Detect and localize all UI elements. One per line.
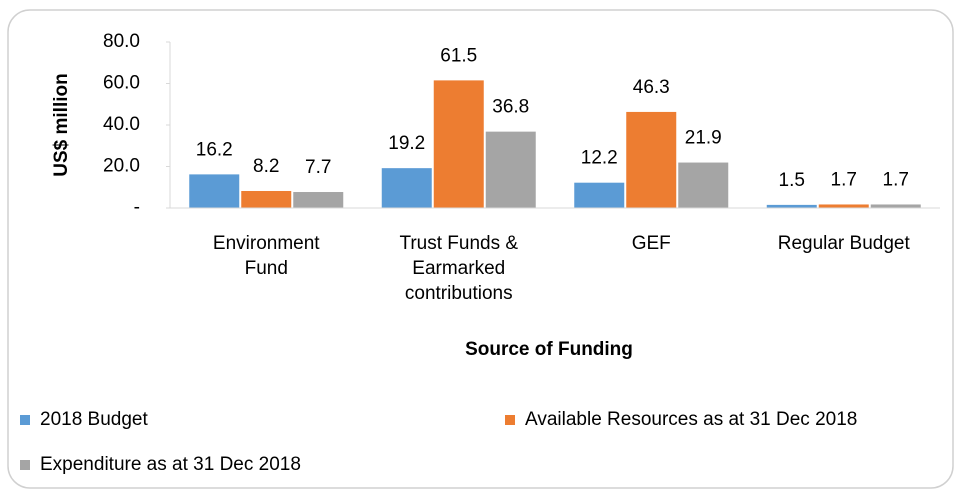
legend-swatch <box>505 415 515 425</box>
bar <box>818 204 869 208</box>
data-label: 21.9 <box>685 128 722 149</box>
data-label: 61.5 <box>440 45 477 66</box>
bar <box>241 190 292 208</box>
y-tick-label: 80.0 <box>103 31 140 52</box>
y-tick-label: 60.0 <box>103 73 140 94</box>
legend-label: 2018 Budget <box>40 409 148 430</box>
bar <box>574 182 625 208</box>
legend-label: Available Resources as at 31 Dec 2018 <box>525 409 857 430</box>
bar <box>381 168 432 208</box>
data-label: 46.3 <box>633 77 670 98</box>
data-label: 7.7 <box>305 157 331 178</box>
data-label: 36.8 <box>492 97 529 118</box>
data-label: 1.7 <box>883 169 909 190</box>
chart-frame <box>7 9 954 489</box>
bar <box>189 174 240 208</box>
legend-label: Expenditure as at 31 Dec 2018 <box>40 454 301 475</box>
data-label: 8.2 <box>253 156 279 177</box>
data-label: 12.2 <box>581 148 618 169</box>
bar <box>678 162 729 208</box>
bar <box>870 204 921 208</box>
legend-swatch <box>20 415 30 425</box>
x-tick-label: Environment Fund <box>212 233 320 279</box>
bar <box>433 80 484 208</box>
data-label: 16.2 <box>196 139 233 160</box>
y-tick-label: 40.0 <box>103 114 140 135</box>
data-label: 19.2 <box>388 133 425 154</box>
x-tick-label: Regular Budget <box>777 233 910 254</box>
bar <box>626 111 677 208</box>
bar <box>485 131 536 208</box>
y-axis-title: US$ million <box>51 73 72 176</box>
x-tick-label: GEF <box>631 233 671 254</box>
y-tick-label: - <box>134 197 140 218</box>
x-axis-title: Source of Funding <box>465 339 633 360</box>
bar <box>766 204 817 208</box>
data-label: 1.7 <box>831 169 857 190</box>
legend-swatch <box>20 460 30 470</box>
data-label: 1.5 <box>779 170 805 191</box>
bar <box>293 192 344 208</box>
y-tick-label: 20.0 <box>103 156 140 177</box>
x-tick-label: Trust Funds & Earmarked contributions <box>399 233 519 304</box>
